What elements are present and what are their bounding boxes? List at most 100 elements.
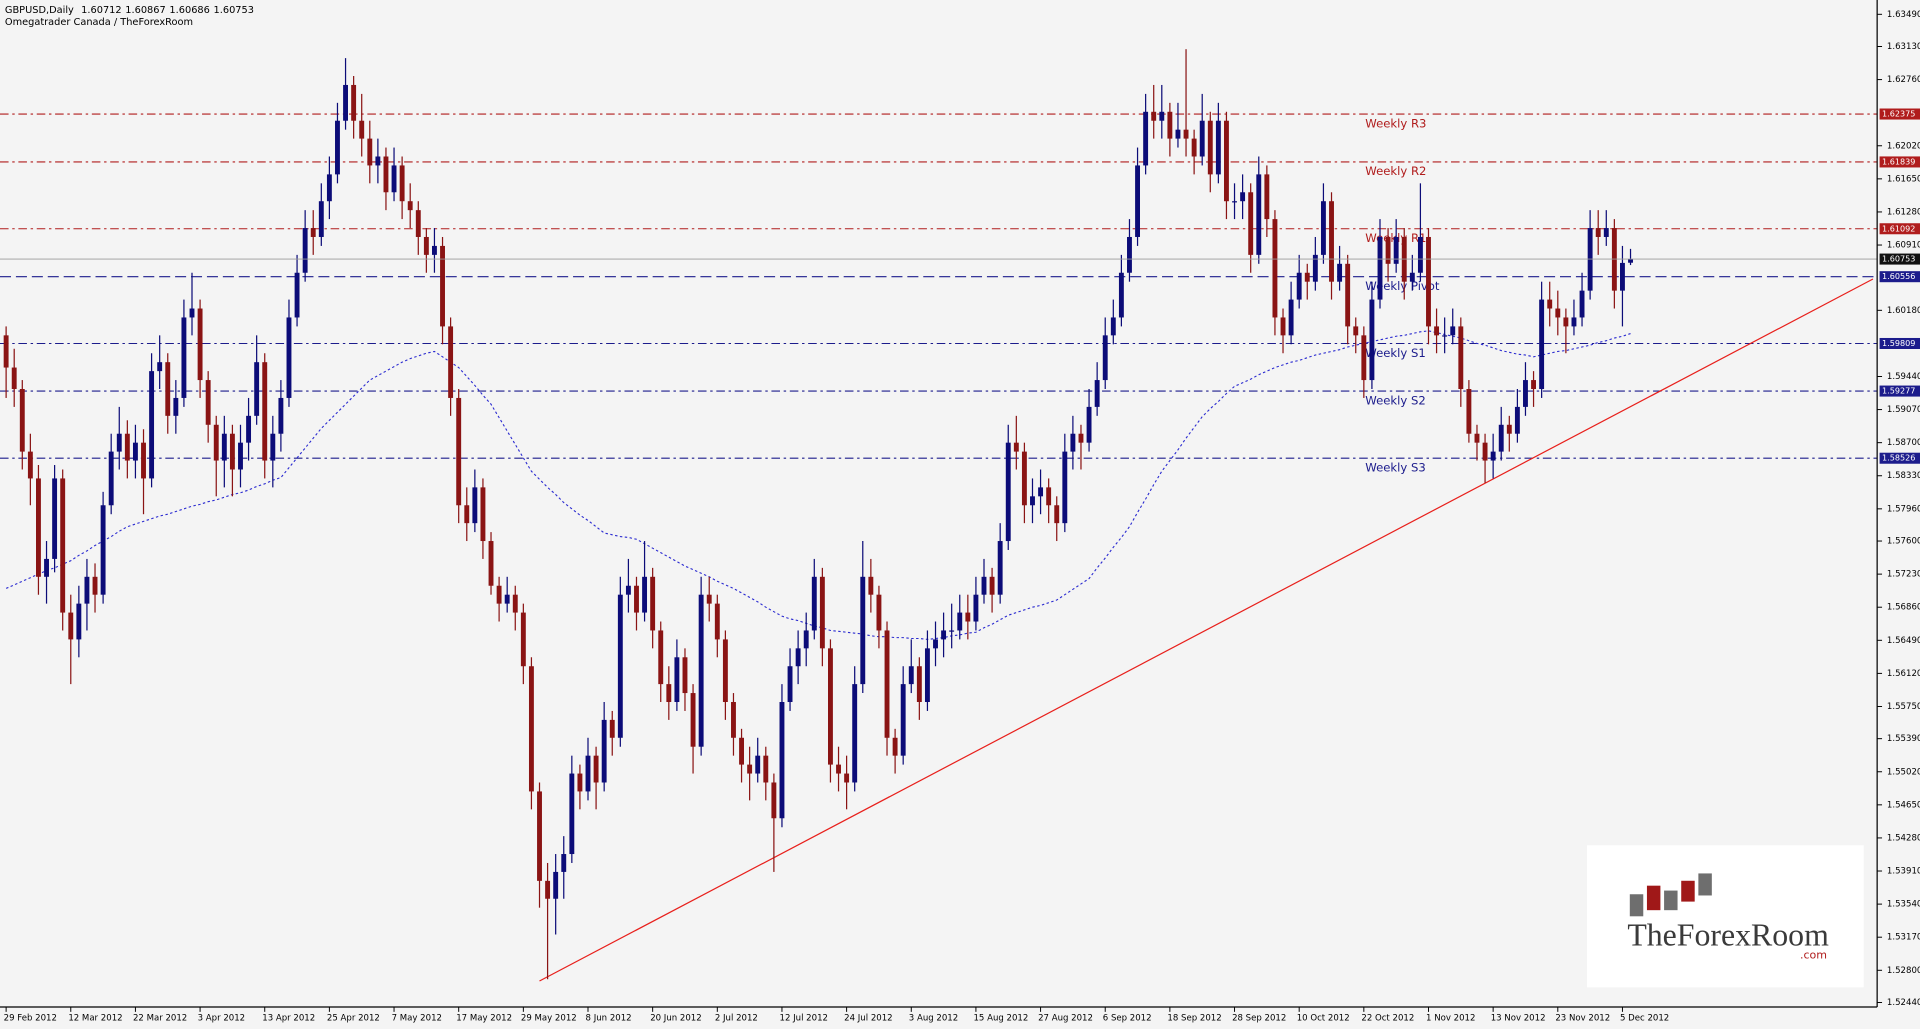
price-box-label: 1.59277: [1882, 386, 1915, 396]
candle-body: [1304, 272, 1310, 282]
candle-body: [1385, 236, 1391, 264]
candle-body: [787, 666, 793, 703]
candle-body: [569, 773, 575, 855]
candle-body: [286, 317, 292, 398]
candle-body: [11, 367, 17, 390]
y-tick-label: 1.60910: [1887, 241, 1920, 251]
candle-body: [1199, 120, 1205, 157]
candle-body: [1248, 192, 1254, 255]
candle-body: [423, 236, 429, 255]
x-tick-label: 29 May 2012: [521, 1013, 577, 1023]
y-tick-label: 1.58700: [1887, 438, 1920, 448]
candle-body: [1102, 335, 1108, 381]
candle-body: [1288, 299, 1294, 336]
candle-body: [1175, 129, 1181, 139]
candle-body: [1482, 442, 1488, 461]
candle-body: [1393, 236, 1399, 264]
candle-body: [157, 362, 163, 372]
candle-body: [19, 389, 25, 452]
candle-body: [512, 594, 518, 613]
candle-body: [1232, 201, 1237, 203]
candle-body: [100, 505, 106, 595]
candle-body: [852, 684, 858, 783]
logo-text: TheForexRoom: [1627, 918, 1829, 953]
candle-body: [1579, 290, 1585, 318]
x-tick-label: 15 Aug 2012: [973, 1013, 1028, 1023]
candle-body: [1369, 299, 1375, 381]
y-tick-label: 1.62760: [1887, 75, 1920, 85]
candle-body: [1603, 228, 1609, 237]
y-tick-label: 1.55750: [1887, 702, 1920, 712]
candle-body: [221, 433, 227, 461]
candle-body: [698, 594, 704, 747]
candle-body: [1377, 236, 1383, 300]
candle-body: [1417, 236, 1423, 273]
candle-body: [1628, 259, 1633, 263]
y-tick-label: 1.59070: [1887, 405, 1920, 415]
candle-body: [27, 451, 33, 479]
candle-body: [1143, 111, 1149, 166]
candle-body: [229, 433, 235, 470]
high-value: 1.60867: [125, 5, 165, 16]
candle-body: [1563, 317, 1569, 327]
logo-suffix: .com: [1800, 948, 1827, 961]
candle-body: [1046, 487, 1052, 506]
x-tick-label: 2 Jul 2012: [715, 1013, 758, 1023]
current-price-label: 1.60753: [1882, 254, 1915, 264]
candle-body: [205, 380, 211, 425]
candle-body: [1021, 451, 1027, 506]
pivot-level-label: Weekly R3: [1365, 116, 1426, 130]
candle-body: [747, 764, 753, 774]
candle-body: [666, 684, 672, 703]
candle-body: [246, 415, 252, 443]
pivot-level-label: Weekly S1: [1365, 346, 1425, 360]
candle-body: [714, 603, 720, 640]
candle-body: [1272, 219, 1278, 318]
candle-body: [173, 397, 179, 416]
candle-body: [706, 594, 712, 604]
x-tick-label: 8 Jun 2012: [586, 1013, 632, 1023]
candle-body: [1256, 174, 1262, 255]
candle-body: [941, 630, 947, 640]
candle-body: [44, 558, 49, 577]
candle-body: [528, 666, 534, 792]
candle-body: [1118, 272, 1124, 318]
y-tick-label: 1.63490: [1887, 10, 1920, 20]
price-box: [1879, 156, 1920, 168]
candle-body: [1094, 380, 1100, 407]
candle-body: [1353, 326, 1359, 336]
price-box: [1879, 271, 1920, 283]
pivot-level-label: Weekly R2: [1365, 164, 1426, 178]
candle-body: [1466, 389, 1472, 434]
logo-bar: [1664, 890, 1678, 911]
y-tick-label: 1.56860: [1887, 603, 1920, 613]
logo-bar: [1646, 885, 1661, 911]
candle-body: [908, 666, 914, 685]
candle-body: [561, 854, 567, 872]
price-box-label: 1.61839: [1882, 156, 1915, 166]
candle-body: [1442, 335, 1448, 337]
candle-body: [1296, 272, 1302, 300]
candle-body: [1345, 263, 1351, 327]
candle-body: [464, 505, 470, 524]
candle-body: [480, 487, 486, 542]
candle-body: [254, 362, 260, 416]
candle-body: [1159, 111, 1165, 121]
candle-body: [197, 308, 203, 381]
candle-body: [407, 201, 413, 211]
x-tick-label: 29 Feb 2012: [4, 1013, 57, 1023]
x-tick-label: 1 Nov 2012: [1426, 1013, 1475, 1023]
price-box: [1879, 108, 1920, 120]
current-price-box: [1879, 253, 1920, 265]
candle-body: [1547, 299, 1553, 309]
candle-body: [36, 478, 41, 577]
candle-body: [860, 576, 866, 685]
y-tick-label: 1.63130: [1887, 42, 1920, 52]
x-tick-label: 5 Dec 2012: [1620, 1013, 1669, 1023]
candle-body: [868, 576, 874, 595]
y-tick-label: 1.57960: [1887, 504, 1920, 514]
candle-body: [472, 487, 478, 524]
x-tick-label: 13 Apr 2012: [262, 1013, 315, 1023]
